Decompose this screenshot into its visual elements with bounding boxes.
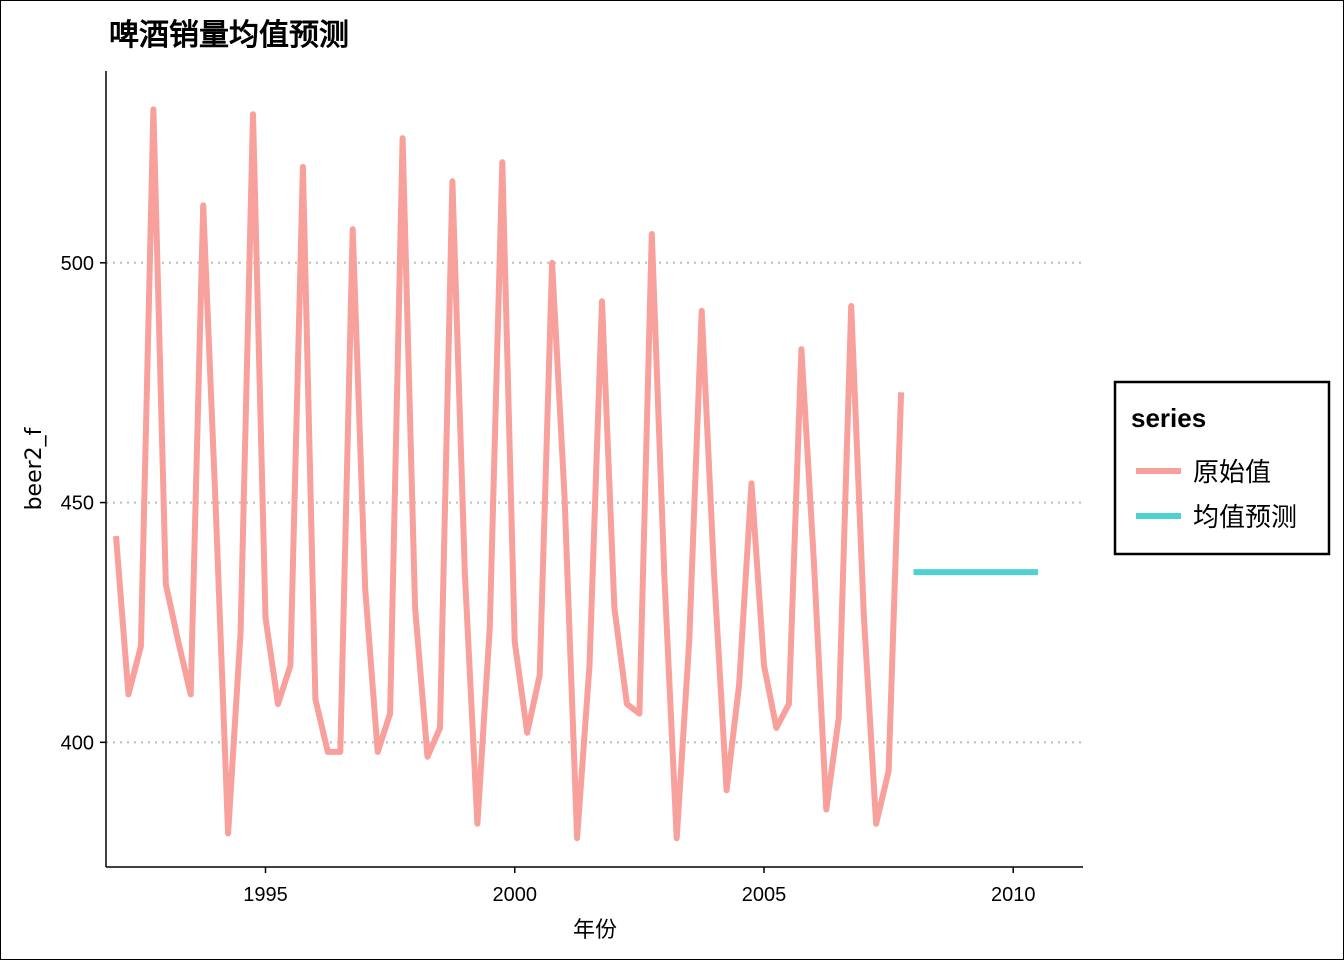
x-tick-label-1995: 1995 — [243, 884, 288, 906]
legend-label-mean-forecast: 均值预测 — [1193, 503, 1297, 533]
legend: series 原始值 均值预测 — [1113, 380, 1331, 556]
series-line-original — [113, 106, 905, 842]
x-tick-label-2005: 2005 — [742, 884, 787, 906]
chart-title: 啤酒销量均值预测 — [109, 18, 349, 53]
x-tick-label-2010: 2010 — [991, 884, 1036, 906]
y-tick-label-450: 450 — [61, 493, 94, 515]
x-axis-title: 年份 — [573, 918, 617, 943]
legend-label-original: 原始值 — [1193, 458, 1271, 488]
legend-title: series — [1131, 403, 1206, 433]
y-axis-title: beer2_f — [22, 426, 47, 510]
axis-ticks: 400 450 500 1995 2000 2005 2010 — [61, 253, 1036, 906]
grid-lines — [106, 261, 1083, 744]
x-tick-label-2000: 2000 — [492, 884, 537, 906]
y-tick-label-400: 400 — [61, 732, 94, 754]
series-lines — [113, 106, 1039, 842]
y-tick-label-500: 500 — [61, 253, 94, 275]
